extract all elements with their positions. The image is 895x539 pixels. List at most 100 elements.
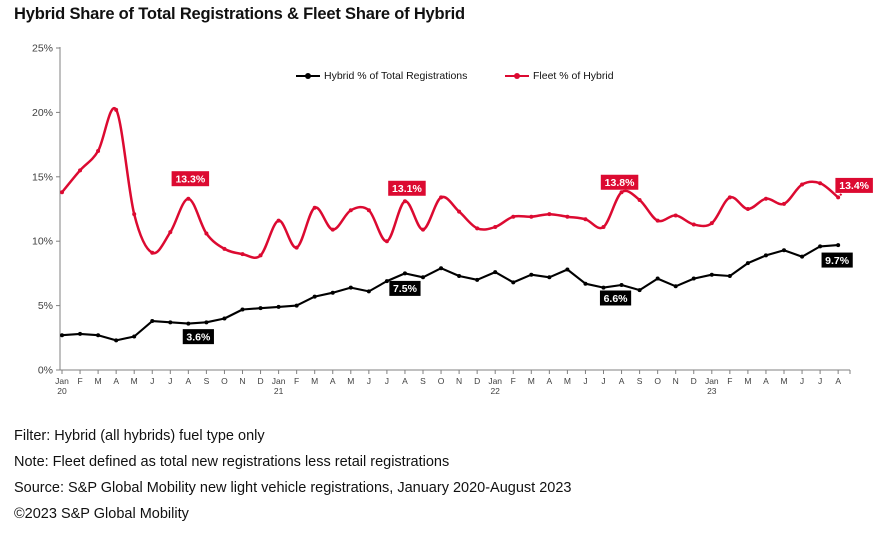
axes (56, 47, 851, 374)
x-tick-label: D (474, 376, 480, 386)
data-point-marker (691, 276, 696, 281)
x-tick-label: M (311, 376, 318, 386)
legend-item-fleet: Fleet % of Hybrid (505, 70, 614, 82)
fleet-series (60, 106, 841, 259)
x-tick-label: D (691, 376, 697, 386)
fleet-line-swatch-icon (505, 73, 529, 79)
data-label-text: 13.3% (175, 173, 205, 185)
data-point-marker (583, 281, 588, 286)
y-tick-label: 5% (38, 300, 53, 312)
data-point-marker (800, 254, 805, 259)
data-point-marker (493, 270, 498, 275)
data-point-marker (565, 214, 570, 219)
data-point-marker (655, 276, 660, 281)
data-label-text: 9.7% (825, 255, 850, 267)
data-point-marker (78, 168, 83, 173)
data-point-marker (60, 333, 64, 338)
x-tick-year-label: 22 (490, 386, 500, 396)
x-tick-label: M (780, 376, 787, 386)
y-tick-label: 10% (32, 236, 53, 248)
data-label: 7.5% (389, 280, 421, 296)
x-tick-year-label: 20 (57, 386, 67, 396)
x-tick-label: J (800, 376, 804, 386)
x-tick-label: S (637, 376, 643, 386)
data-point-marker (348, 208, 353, 213)
data-point-marker (511, 214, 516, 219)
data-point-marker (637, 288, 642, 293)
x-tick-label: M (564, 376, 571, 386)
y-tick-labels: 0% 5% 10% 15% 20% 25% (32, 43, 53, 377)
x-tick-label: Jan (705, 376, 719, 386)
data-point-marker (258, 306, 263, 311)
x-tick-label: N (673, 376, 679, 386)
data-label-box (171, 171, 210, 187)
data-point-marker (836, 243, 841, 248)
data-point-marker (727, 195, 732, 200)
data-point-marker (763, 253, 768, 258)
data-point-marker (294, 303, 299, 308)
data-point-marker (330, 290, 335, 295)
filter-note: Filter: Hybrid (all hybrids) fuel type o… (14, 428, 265, 444)
data-point-marker (601, 225, 606, 230)
x-tick-label: J (818, 376, 822, 386)
data-point-marker (384, 279, 389, 284)
hybrid-line (60, 244, 840, 342)
data-point-marker (312, 205, 317, 210)
x-tick-label: A (547, 376, 553, 386)
x-tick-label: M (744, 376, 751, 386)
data-point-marker (240, 307, 245, 312)
copyright-note: ©2023 S&P Global Mobility (14, 506, 189, 522)
data-label: 9.7% (821, 252, 853, 268)
data-point-marker (222, 316, 227, 321)
x-tick-label: Jan (488, 376, 502, 386)
x-tick-label: S (420, 376, 426, 386)
data-point-marker (529, 272, 534, 277)
x-tick-label: A (763, 376, 769, 386)
x-tick-label: F (727, 376, 732, 386)
data-point-marker (96, 333, 101, 338)
x-tick-label: J (168, 376, 172, 386)
data-point-marker (168, 230, 173, 235)
data-point-marker (366, 208, 371, 213)
data-point-marker (619, 282, 624, 287)
chart-footnotes: Filter: Hybrid (all hybrids) fuel type o… (14, 428, 572, 533)
data-point-marker (366, 289, 371, 294)
data-point-marker (186, 196, 191, 201)
x-tick-label: Jan (55, 376, 69, 386)
data-label-text: 13.1% (392, 183, 422, 195)
data-label-text: 7.5% (393, 283, 418, 295)
data-point-marker (150, 250, 155, 255)
data-point-marker (96, 149, 101, 154)
data-label-box (835, 177, 873, 193)
x-tick-year-label: 21 (274, 386, 284, 396)
data-point-marker (818, 181, 823, 186)
data-label: 13.3% (171, 171, 210, 187)
data-point-marker (457, 209, 462, 214)
data-point-marker (240, 252, 245, 257)
x-tick-label: A (330, 376, 336, 386)
data-point-marker (800, 182, 805, 187)
x-tick-label: M (528, 376, 535, 386)
data-label: 3.6% (182, 329, 214, 345)
data-label: 13.4% (835, 177, 873, 197)
x-tick-label: A (619, 376, 625, 386)
data-label: 6.6% (599, 290, 632, 306)
data-point-marker (204, 320, 209, 325)
data-point-marker (745, 261, 750, 266)
data-point-marker (258, 253, 263, 258)
x-tick-label: O (221, 376, 228, 386)
x-tick-label: J (367, 376, 371, 386)
data-point-marker (402, 199, 407, 204)
data-point-marker (114, 338, 119, 343)
data-point-marker (132, 212, 137, 217)
y-tick-label: 0% (38, 365, 53, 377)
data-point-marker (565, 267, 570, 272)
data-label-text: 13.8% (605, 177, 635, 189)
data-point-marker (402, 271, 407, 276)
data-label-box (182, 329, 214, 345)
data-point-marker (691, 222, 696, 227)
x-tick-year-label: 23 (707, 386, 717, 396)
